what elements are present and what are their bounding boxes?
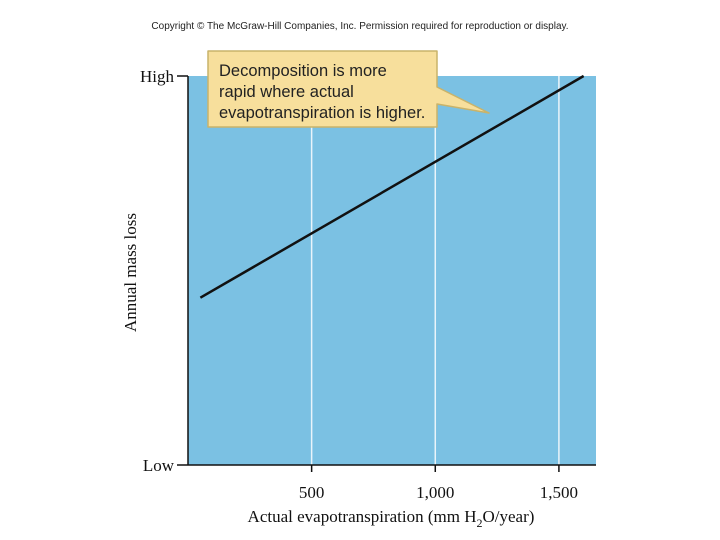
tick-labels: 500 1,000 1,500 Low High (140, 67, 578, 502)
x-tick-label: 500 (299, 483, 325, 502)
y-tick-label-high: High (140, 67, 175, 86)
y-tick-label-low: Low (143, 456, 175, 475)
x-tick-label: 1,000 (416, 483, 454, 502)
plot-background (188, 76, 596, 465)
x-tick-label: 1,500 (540, 483, 578, 502)
copyright-notice: Copyright © The McGraw-Hill Companies, I… (151, 21, 569, 32)
gridlines (310, 76, 560, 465)
annotation-line-3: evapotranspiration is higher. (219, 104, 425, 122)
series-line (199, 74, 585, 299)
tick-marks (177, 75, 560, 472)
annotation-line-2: rapid where actual (219, 83, 354, 101)
annotation-box (207, 50, 490, 128)
annotation-line-1: Decomposition is more (219, 62, 387, 80)
x-axis-title: Actual evapotranspiration (mm H2O/year) (248, 507, 535, 530)
y-axis-title: Annual mass loss (121, 213, 140, 332)
annotation-callout: Decomposition is more rapid where actual… (207, 50, 490, 128)
